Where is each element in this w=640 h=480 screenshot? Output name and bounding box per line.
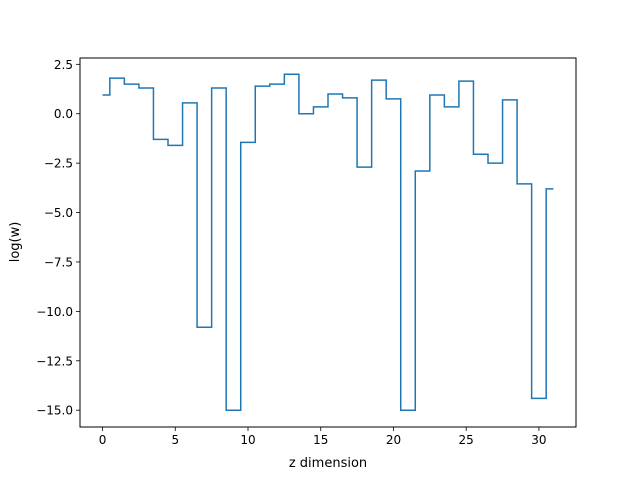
series-line-0 bbox=[102, 73, 554, 411]
x-tick-label: 25 bbox=[459, 433, 474, 447]
y-tick-label: −15.0 bbox=[36, 404, 73, 418]
y-tick-label: −12.5 bbox=[36, 354, 73, 368]
x-axis-ticks: 0 5 10 15 20 25 30 bbox=[99, 427, 547, 447]
y-tick-label: −2.5 bbox=[44, 157, 73, 171]
x-tick-label: 10 bbox=[240, 433, 255, 447]
y-tick-label: −5.0 bbox=[44, 206, 73, 220]
y-tick-label: 2.5 bbox=[54, 58, 73, 72]
x-tick-label: 15 bbox=[313, 433, 328, 447]
x-tick-label: 5 bbox=[171, 433, 179, 447]
y-axis-ticks: 2.5 0.0 −2.5 −5.0 −7.5 −10.0 −12.5 −15.0 bbox=[36, 58, 80, 418]
x-tick-label: 20 bbox=[386, 433, 401, 447]
x-tick-label: 30 bbox=[531, 433, 546, 447]
plot-frame bbox=[79, 57, 577, 428]
x-axis-label: z dimension bbox=[289, 456, 367, 471]
y-tick-label: 0.0 bbox=[54, 107, 73, 121]
x-tick-label: 0 bbox=[99, 433, 107, 447]
y-tick-label: −10.0 bbox=[36, 305, 73, 319]
y-tick-label: −7.5 bbox=[44, 255, 73, 269]
series-layer bbox=[102, 73, 554, 411]
y-axis-label: log(w) bbox=[8, 222, 23, 263]
